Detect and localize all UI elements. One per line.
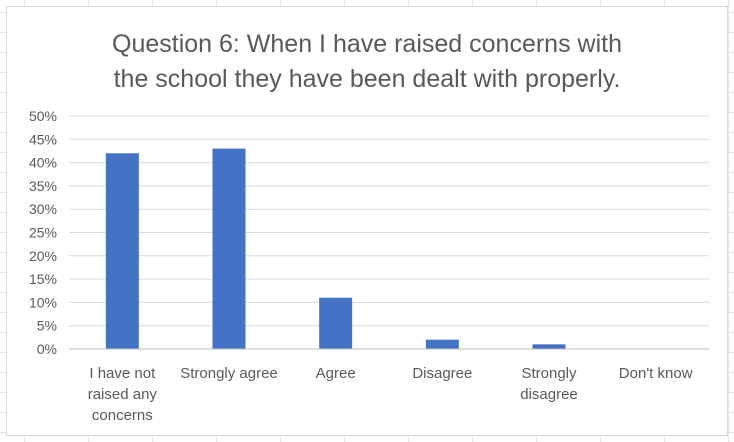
x-category-label-line: Strongly agree [180,365,278,382]
y-tick-label: 40% [29,155,57,171]
y-tick-label: 25% [29,225,57,241]
x-category-label: Strongly agree [180,365,278,382]
x-axis-category-labels: I have not raised any concerns Strongly agr… [88,365,693,424]
y-axis-tick-labels: 0% 5% 10% 15% 20% 25% 30% 35% 40% 45% 50% [29,108,57,357]
x-category-label-line: I have not [89,365,156,382]
y-tick-label: 10% [29,294,57,310]
chart-area[interactable]: Question 6: When I have raised concerns … [6,6,728,436]
y-tick-label: 45% [29,131,57,147]
y-tick-label: 30% [29,201,57,217]
y-tick-label: 50% [29,108,57,124]
gridlines [69,115,709,327]
bar[interactable] [532,344,566,349]
bar[interactable] [425,339,459,349]
x-category-label-line: Don't know [619,365,693,382]
x-category-label-line: Strongly [521,365,577,382]
y-tick-label: 20% [29,248,57,264]
x-category-label: I have not raised any concerns [88,365,158,424]
y-tick-label: 15% [29,271,57,287]
y-tick-label: 5% [37,318,57,334]
y-tick-label: 0% [37,341,57,357]
x-category-label: Disagree [412,365,472,382]
x-category-label: Strongly disagree [520,365,578,403]
x-category-label-line: concerns [92,407,153,424]
chart-title-line-2: the school they have been dealt with pro… [113,65,621,93]
bar[interactable] [319,297,353,349]
bar-chart: 0% 5% 10% 15% 20% 25% 30% 35% 40% 45% 50% I have n… [29,108,709,424]
x-category-label-line: Agree [316,365,356,382]
bars [105,148,566,349]
bar[interactable] [105,153,139,349]
chart-title-line-1: Question 6: When I have raised concerns … [112,30,622,58]
chart-title: Question 6: When I have raised concerns … [67,27,667,97]
x-category-label-line: disagree [520,386,578,403]
bar[interactable] [212,148,246,349]
x-category-label: Agree [316,365,356,382]
x-category-label-line: raised any [88,386,158,403]
x-category-label-line: Disagree [412,365,472,382]
x-category-label: Don't know [619,365,693,382]
y-tick-label: 35% [29,178,57,194]
